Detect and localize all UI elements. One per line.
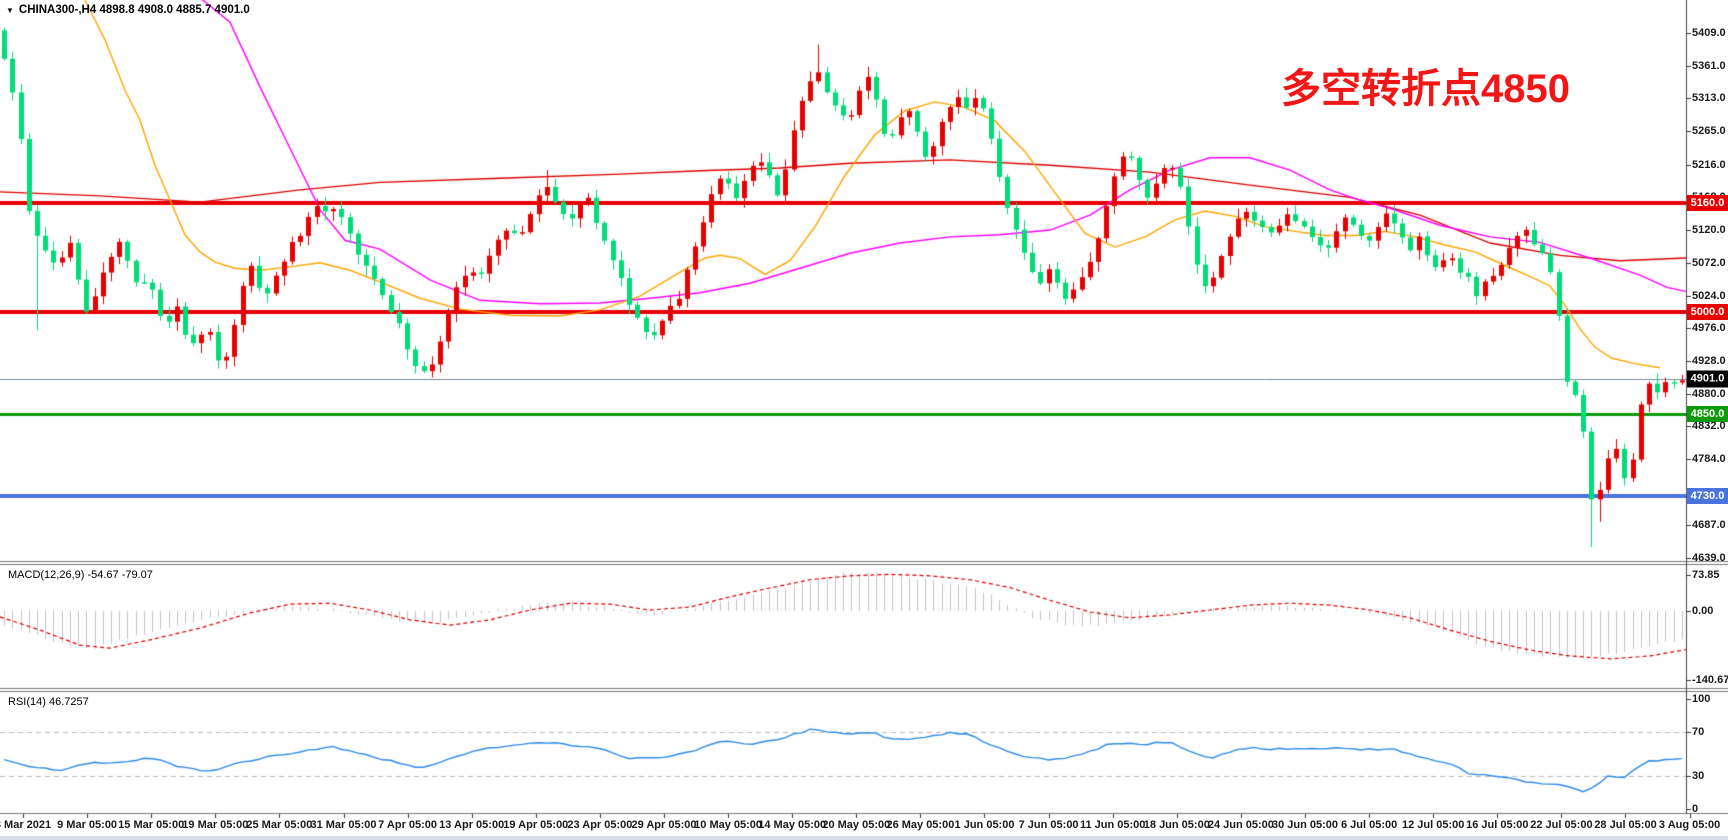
price-tick-label: 5216.0	[1692, 158, 1726, 171]
time-axis-label: 19 Apr 05:00	[503, 819, 569, 831]
time-axis-label: 7 Apr 05:00	[378, 819, 438, 831]
time-axis-label: 16 Jul 05:00	[1466, 819, 1529, 831]
price-tick-label: 4928.0	[1692, 354, 1726, 367]
time-axis-label: 26 May 05:00	[886, 819, 955, 831]
time-axis-label: 1 Jun 05:00	[954, 819, 1015, 831]
time-axis-label: 13 Apr 05:00	[439, 819, 505, 831]
rsi-tick-label: 0	[1692, 803, 1699, 815]
macd-tick-label: 0.00	[1692, 605, 1714, 617]
hline-price-label[interactable]: 4730.0	[1687, 487, 1728, 504]
time-axis-label: 25 Mar 05:00	[246, 819, 313, 831]
price-tick-label: 5072.0	[1692, 256, 1726, 269]
price-tick-label: 5361.0	[1692, 59, 1726, 72]
price-tick-label: 5313.0	[1692, 92, 1726, 105]
macd-tick-label: 73.85	[1692, 568, 1720, 581]
price-tick-label: 5120.0	[1692, 224, 1726, 237]
rsi-tick-label: 30	[1692, 770, 1705, 782]
time-axis-label: 10 May 05:00	[694, 819, 763, 831]
time-axis-label: 9 Mar 05:00	[57, 819, 118, 831]
price-tick-label: 4784.0	[1692, 453, 1726, 466]
hline-price-label[interactable]: 5000.0	[1687, 303, 1728, 320]
price-tick-label: 5265.0	[1692, 125, 1726, 138]
rsi-tick-label: 100	[1692, 693, 1711, 705]
time-axis-label: 28 Jul 05:00	[1594, 819, 1657, 831]
price-tick-label: 4687.0	[1692, 519, 1726, 532]
symbol-ohlc-text: CHINA300-,H4 4898.8 4908.0 4885.7 4901.0	[18, 4, 250, 16]
time-axis-label: 18 Jun 05:00	[1143, 819, 1210, 831]
time-axis-label: 19 Mar 05:00	[182, 819, 249, 831]
chevron-down-icon[interactable]: ▼	[6, 5, 14, 15]
time-axis-label: 7 Jun 05:00	[1018, 819, 1079, 831]
price-tick-label: 5409.0	[1692, 27, 1726, 39]
time-axis-label: 15 Mar 05:00	[118, 819, 185, 831]
price-tick-label: 4976.0	[1692, 322, 1726, 335]
symbol-info[interactable]: ▼ CHINA300-,H4 4898.8 4908.0 4885.7 4901…	[6, 4, 250, 16]
time-axis-label: 30 Jun 05:00	[1271, 819, 1339, 831]
time-axis-label: 23 Apr 05:00	[567, 819, 633, 831]
time-axis-label: 3 Mar 2021	[0, 819, 52, 831]
macd-tick-label: -140.67	[1692, 673, 1728, 686]
time-axis-label: 24 Jun 05:00	[1207, 819, 1274, 831]
time-axis-label: 11 Jun 05:00	[1079, 819, 1146, 831]
hline-price-label[interactable]: 5160.0	[1687, 194, 1728, 211]
price-tick-label: 5024.0	[1692, 289, 1726, 302]
hline-price-label[interactable]: 4850.0	[1687, 406, 1728, 423]
price-tick-label: 4880.0	[1692, 387, 1726, 400]
time-axis-label: 29 Apr 05:00	[631, 819, 697, 831]
time-axis-label: 20 May 05:00	[822, 819, 891, 831]
time-axis-label: 3 Aug 05:00	[1658, 819, 1721, 831]
rsi-tick-label: 70	[1692, 726, 1705, 738]
price-tick-label: 4832.0	[1692, 420, 1726, 433]
time-axis-label: 12 Jul 05:00	[1402, 819, 1465, 831]
price-tick-label: 4639.0	[1692, 552, 1726, 564]
time-axis-label: 22 Jul 05:00	[1530, 819, 1593, 831]
time-axis-label: 14 May 05:00	[758, 819, 827, 831]
time-axis-label: 31 Mar 05:00	[310, 819, 377, 831]
time-axis-label: 6 Jul 05:00	[1340, 819, 1398, 831]
